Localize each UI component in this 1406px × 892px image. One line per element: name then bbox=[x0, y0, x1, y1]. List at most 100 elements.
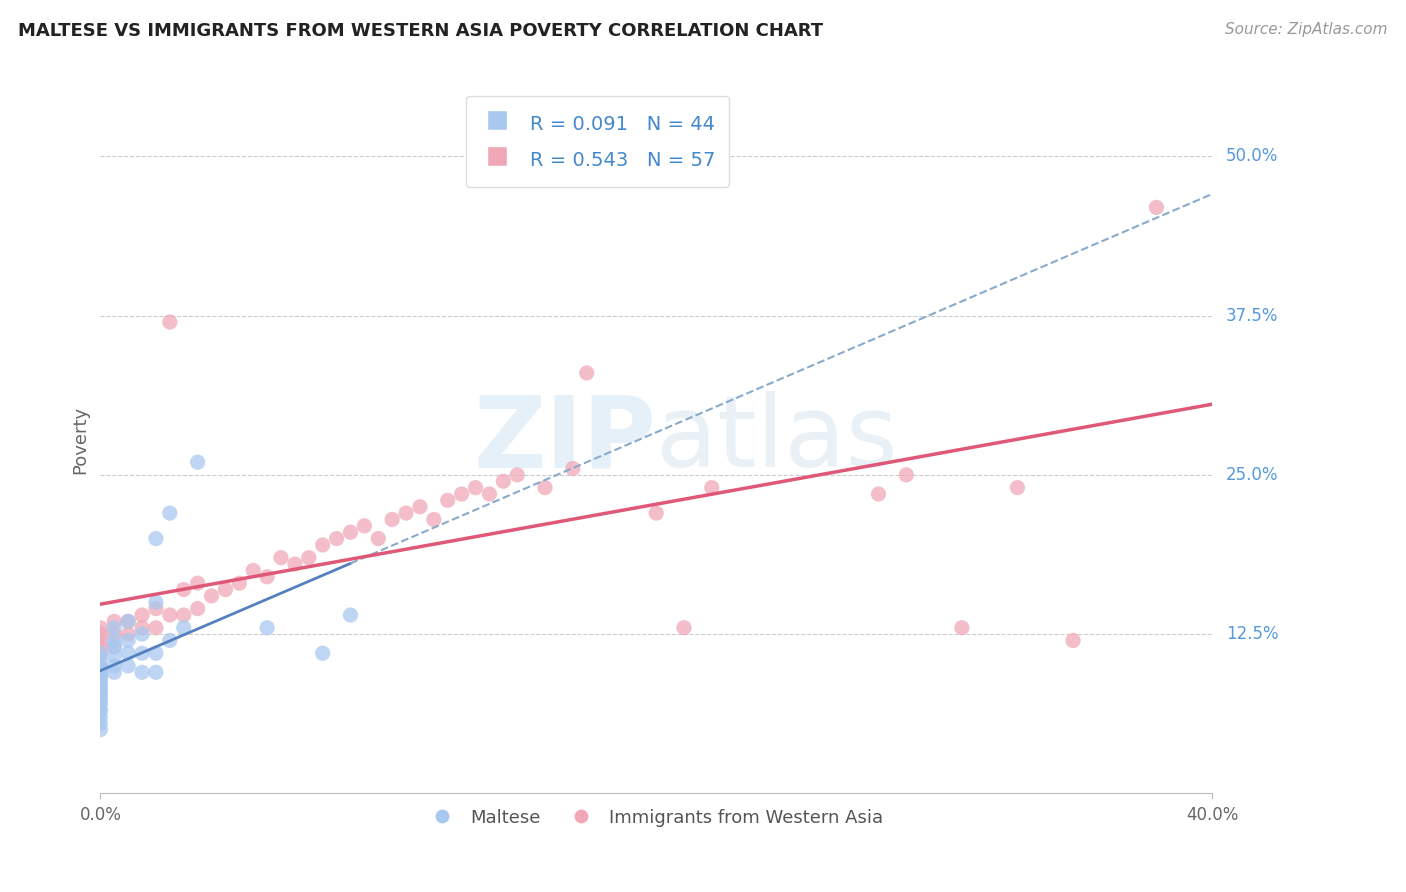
Point bbox=[700, 481, 723, 495]
Point bbox=[187, 576, 209, 591]
Point bbox=[103, 640, 125, 654]
Point bbox=[187, 601, 209, 615]
Point bbox=[367, 532, 389, 546]
Point bbox=[145, 646, 167, 660]
Point bbox=[896, 467, 918, 482]
Point bbox=[339, 525, 361, 540]
Point bbox=[173, 582, 195, 597]
Point bbox=[284, 557, 307, 571]
Text: 25.0%: 25.0% bbox=[1226, 466, 1278, 483]
Point bbox=[89, 665, 111, 680]
Point bbox=[242, 563, 264, 577]
Point bbox=[200, 589, 222, 603]
Point bbox=[1062, 633, 1084, 648]
Point bbox=[256, 621, 278, 635]
Point bbox=[103, 615, 125, 629]
Point bbox=[187, 455, 209, 469]
Point bbox=[103, 633, 125, 648]
Point bbox=[117, 633, 139, 648]
Point bbox=[131, 621, 153, 635]
Point bbox=[89, 681, 111, 696]
Point bbox=[145, 621, 167, 635]
Point bbox=[868, 487, 890, 501]
Text: 37.5%: 37.5% bbox=[1226, 307, 1278, 325]
Point bbox=[534, 481, 557, 495]
Point bbox=[506, 467, 529, 482]
Point bbox=[159, 315, 181, 329]
Point bbox=[89, 669, 111, 683]
Point bbox=[89, 659, 111, 673]
Point bbox=[409, 500, 432, 514]
Point bbox=[950, 621, 973, 635]
Point bbox=[228, 576, 250, 591]
Point bbox=[89, 661, 111, 675]
Point bbox=[117, 646, 139, 660]
Point bbox=[145, 595, 167, 609]
Point bbox=[270, 550, 292, 565]
Point bbox=[89, 633, 111, 648]
Point bbox=[117, 659, 139, 673]
Point bbox=[89, 672, 111, 686]
Point bbox=[312, 538, 335, 552]
Point bbox=[159, 506, 181, 520]
Point bbox=[478, 487, 501, 501]
Point bbox=[89, 627, 111, 641]
Point bbox=[381, 512, 404, 526]
Legend: Maltese, Immigrants from Western Asia: Maltese, Immigrants from Western Asia bbox=[422, 801, 891, 834]
Point bbox=[575, 366, 598, 380]
Point bbox=[89, 716, 111, 731]
Point bbox=[89, 665, 111, 680]
Point bbox=[1144, 200, 1167, 214]
Text: 50.0%: 50.0% bbox=[1226, 147, 1278, 165]
Point bbox=[173, 621, 195, 635]
Point bbox=[89, 621, 111, 635]
Point bbox=[89, 710, 111, 724]
Point bbox=[103, 640, 125, 654]
Point bbox=[103, 659, 125, 673]
Text: ZIP: ZIP bbox=[474, 392, 657, 488]
Point bbox=[103, 648, 125, 663]
Point bbox=[89, 646, 111, 660]
Point bbox=[159, 633, 181, 648]
Point bbox=[645, 506, 668, 520]
Point bbox=[103, 621, 125, 635]
Y-axis label: Poverty: Poverty bbox=[72, 406, 89, 474]
Point bbox=[89, 690, 111, 705]
Point bbox=[117, 615, 139, 629]
Point bbox=[89, 695, 111, 709]
Point bbox=[117, 615, 139, 629]
Point bbox=[464, 481, 486, 495]
Text: MALTESE VS IMMIGRANTS FROM WESTERN ASIA POVERTY CORRELATION CHART: MALTESE VS IMMIGRANTS FROM WESTERN ASIA … bbox=[18, 22, 824, 40]
Point bbox=[256, 570, 278, 584]
Point bbox=[89, 659, 111, 673]
Point bbox=[339, 607, 361, 622]
Point bbox=[492, 475, 515, 489]
Point bbox=[159, 607, 181, 622]
Point bbox=[89, 684, 111, 698]
Point bbox=[117, 627, 139, 641]
Point bbox=[561, 461, 583, 475]
Point bbox=[89, 697, 111, 711]
Point bbox=[423, 512, 446, 526]
Point bbox=[173, 607, 195, 622]
Point bbox=[103, 665, 125, 680]
Point bbox=[89, 674, 111, 689]
Point bbox=[312, 646, 335, 660]
Text: atlas: atlas bbox=[657, 392, 898, 488]
Point bbox=[145, 665, 167, 680]
Point bbox=[353, 519, 375, 533]
Point bbox=[131, 627, 153, 641]
Point bbox=[1007, 481, 1029, 495]
Point bbox=[145, 532, 167, 546]
Point bbox=[395, 506, 418, 520]
Point bbox=[131, 646, 153, 660]
Point bbox=[298, 550, 321, 565]
Point bbox=[436, 493, 458, 508]
Point bbox=[89, 646, 111, 660]
Point bbox=[89, 704, 111, 718]
Point bbox=[89, 723, 111, 737]
Point bbox=[450, 487, 472, 501]
Text: Source: ZipAtlas.com: Source: ZipAtlas.com bbox=[1225, 22, 1388, 37]
Point bbox=[89, 704, 111, 718]
Point bbox=[131, 665, 153, 680]
